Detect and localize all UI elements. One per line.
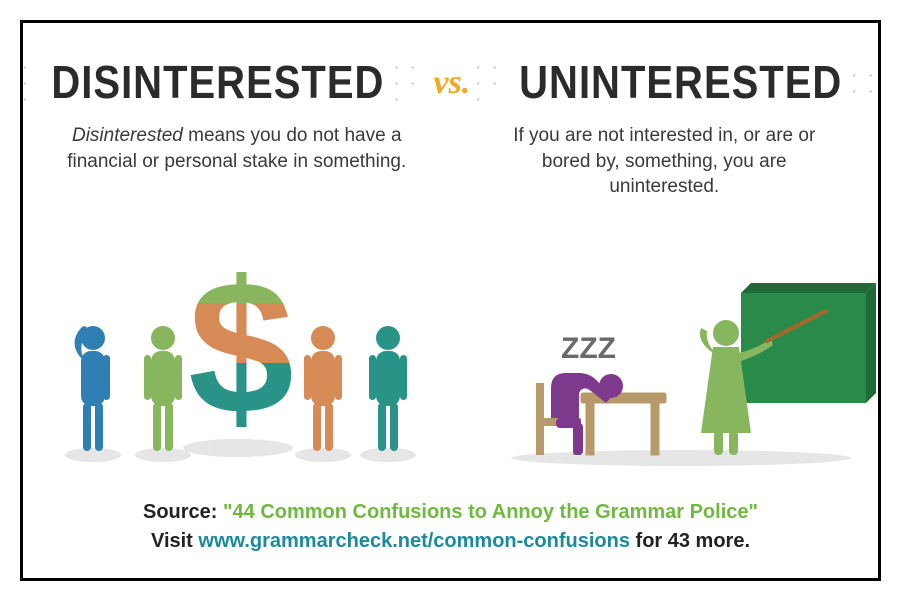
left-column: Disinterested means you do not have a fi… [23, 123, 451, 200]
zzz-text: ZZZ [561, 332, 616, 365]
chalkboard-icon [741, 283, 876, 403]
visit-line: Visit www.grammarcheck.net/common-confus… [23, 527, 878, 556]
disinterested-scene-icon: $ $ $ [23, 223, 453, 483]
left-definition: Disinterested means you do not have a fi… [63, 123, 411, 174]
dots-left: · · · [23, 59, 41, 107]
dots-mid-left: · · · · · [394, 59, 427, 107]
desk-icon [581, 393, 666, 455]
left-illustration: $ $ $ [23, 223, 451, 483]
source-line: Source: "44 Common Confusions to Annoy t… [23, 498, 878, 527]
header-word-left: Disinterested [51, 57, 384, 109]
definitions-row: Disinterested means you do not have a fi… [23, 123, 878, 200]
right-illustration: ZZZ [451, 223, 879, 483]
header-row: · · · Disinterested · · · · · vs. · · · … [23, 59, 878, 107]
right-column: If you are not interested in, or are or … [451, 123, 879, 200]
header-vs: vs. [433, 64, 470, 102]
right-definition: If you are not interested in, or are or … [491, 123, 839, 200]
visit-suffix: for 43 more. [630, 530, 750, 552]
person-teal-icon [369, 326, 407, 451]
person-green-icon [144, 326, 182, 451]
infographic-frame: · · · Disinterested · · · · · vs. · · · … [20, 20, 881, 581]
illustrations-row: $ $ $ [23, 223, 878, 483]
visit-prefix: Visit [151, 530, 198, 552]
person-orange-icon [304, 326, 342, 451]
uninterested-scene-icon: ZZZ [451, 223, 881, 483]
header-word-right: Uninterested [519, 57, 842, 109]
person-blue-icon [75, 326, 111, 451]
source-label: Source: [143, 501, 223, 523]
source-link[interactable]: www.grammarcheck.net/common-confusions [198, 530, 630, 552]
dots-right: · · · · [852, 67, 878, 99]
source-title: "44 Common Confusions to Annoy the Gramm… [223, 501, 758, 523]
footer: Source: "44 Common Confusions to Annoy t… [23, 498, 878, 556]
dots-mid-right: · · · · · [476, 59, 509, 107]
dollar-sign-icon: $ $ $ [188, 242, 294, 454]
